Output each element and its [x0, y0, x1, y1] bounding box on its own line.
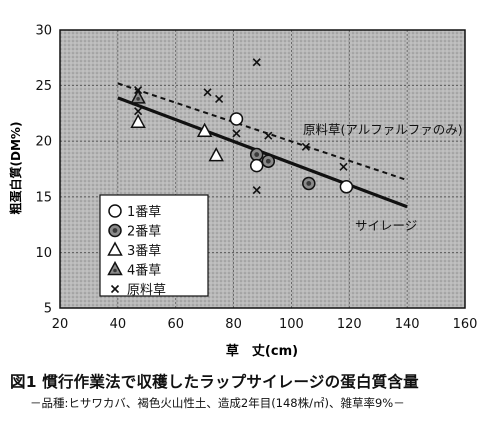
- data-point-x: [232, 129, 241, 138]
- data-point-x: [339, 162, 348, 171]
- data-point-x-stroke-b: [134, 107, 143, 116]
- x-tick-label: 120: [337, 317, 362, 332]
- data-point-dotted-circle: [261, 154, 276, 168]
- x-tick-label: 100: [279, 317, 304, 332]
- data-point-x-stroke-b: [252, 186, 261, 195]
- data-point-open-circle-shape: [229, 112, 244, 126]
- data-point-open-circle: [229, 112, 244, 126]
- y-tick-label: 20: [35, 135, 52, 150]
- legend-marker-open-circle: [108, 204, 122, 218]
- legend-label: 2番草: [127, 225, 161, 240]
- x-tick-labels: 20 40 60 80 100 120 140 160: [52, 317, 478, 332]
- legend-marker-open-triangle-shape: [107, 241, 123, 256]
- x-tick-label: 20: [52, 317, 69, 332]
- data-point-dotted-triangle: [130, 89, 146, 104]
- data-point-open-triangle: [130, 113, 146, 129]
- data-point-x-stroke-b: [203, 88, 212, 97]
- y-tick-label: 15: [35, 190, 52, 205]
- data-point-open-triangle: [208, 147, 224, 162]
- data-point-x: [203, 88, 212, 97]
- x-tick-label: 60: [167, 317, 184, 332]
- figure-caption-subtitle: －品種:ヒサワカバ、褐色火山性土、造成2年目(148株/㎡)、雑草率9%－: [30, 396, 405, 410]
- data-point-open-circle: [339, 180, 354, 194]
- data-point-dotted-circle: [302, 176, 316, 191]
- legend-marker-dotted-triangle: [107, 260, 123, 276]
- data-point-x: [301, 142, 310, 151]
- legend-marker-open-circle-shape: [108, 204, 122, 218]
- chart: 20 40 60 80 100 120 140 160 5 10 15 20 25 30 原料草(アルフ…: [8, 24, 478, 360]
- data-point-open-circle-shape: [249, 158, 264, 173]
- y-tick-labels: 5 10 15 20 25 30: [35, 24, 52, 317]
- y-tick-label: 5: [44, 302, 52, 317]
- data-point-x-stroke-b: [252, 58, 261, 67]
- data-points: [130, 58, 354, 195]
- x-tick-label: 140: [395, 317, 420, 332]
- legend-marker-dotted-circle-dot: [112, 228, 118, 233]
- y-tick-label: 25: [35, 79, 52, 94]
- data-point-x-stroke-b: [339, 162, 348, 171]
- annotation-silage: サイレージ: [355, 218, 417, 233]
- data-point-dotted-circle-dot: [265, 158, 271, 164]
- x-tick-label: 80: [225, 317, 242, 332]
- data-point-open-triangle: [196, 122, 213, 137]
- legend-marker-x: [110, 284, 120, 294]
- data-point-open-circle-shape: [339, 180, 354, 194]
- data-point-x-stroke-b: [232, 129, 241, 138]
- data-point-x: [252, 186, 261, 195]
- annotation-raw-material: 原料草(アルファルファのみ): [303, 122, 463, 137]
- data-point-open-triangle-shape: [208, 147, 224, 162]
- legend-marker-open-triangle: [107, 241, 123, 256]
- grid-lines: [60, 30, 465, 308]
- legend-marker-dotted-triangle-dot: [113, 268, 117, 273]
- data-point-dotted-triangle-dot: [136, 97, 140, 101]
- legend-label: 原料草: [127, 283, 166, 298]
- data-point-dotted-circle-dot: [254, 152, 260, 157]
- x-axis-label: 草 丈(cm): [226, 343, 298, 359]
- y-tick-label: 30: [35, 24, 52, 39]
- data-point-x: [264, 131, 273, 140]
- legend-label: 4番草: [127, 264, 161, 279]
- legend-label: 3番草: [127, 244, 161, 259]
- x-tick-label: 40: [110, 317, 127, 332]
- data-point-open-circle: [249, 158, 264, 173]
- y-tick-label: 10: [35, 246, 52, 261]
- plot-frame: [59, 29, 466, 309]
- data-point-x: [215, 94, 224, 104]
- legend-marker-dotted-circle: [108, 223, 122, 238]
- raw-material-trend-line: [117, 82, 408, 182]
- data-point-open-triangle-shape: [196, 122, 213, 137]
- data-point-dotted-circle-dot: [306, 181, 312, 186]
- data-point-x-stroke-b: [215, 94, 224, 104]
- data-point-dotted-circle: [249, 147, 264, 162]
- figure-caption-title: 図1 慣行作業法で収穫したラップサイレージの蛋白質含量: [10, 373, 419, 391]
- data-point-x-stroke-b: [301, 142, 310, 151]
- legend-marker-x-stroke-b: [110, 284, 120, 294]
- y-axis-label: 粗蛋白質(DM%): [8, 122, 23, 215]
- legend-marker-dotted-triangle-shape: [107, 260, 123, 276]
- data-point-dotted-triangle-shape: [130, 89, 146, 104]
- data-point-x: [134, 107, 143, 116]
- x-tick-label: 160: [453, 317, 478, 332]
- data-point-x-stroke-b: [264, 131, 273, 140]
- legend-label: 1番草: [127, 205, 161, 220]
- data-point-x: [252, 58, 261, 67]
- data-point-open-triangle-shape: [130, 113, 146, 129]
